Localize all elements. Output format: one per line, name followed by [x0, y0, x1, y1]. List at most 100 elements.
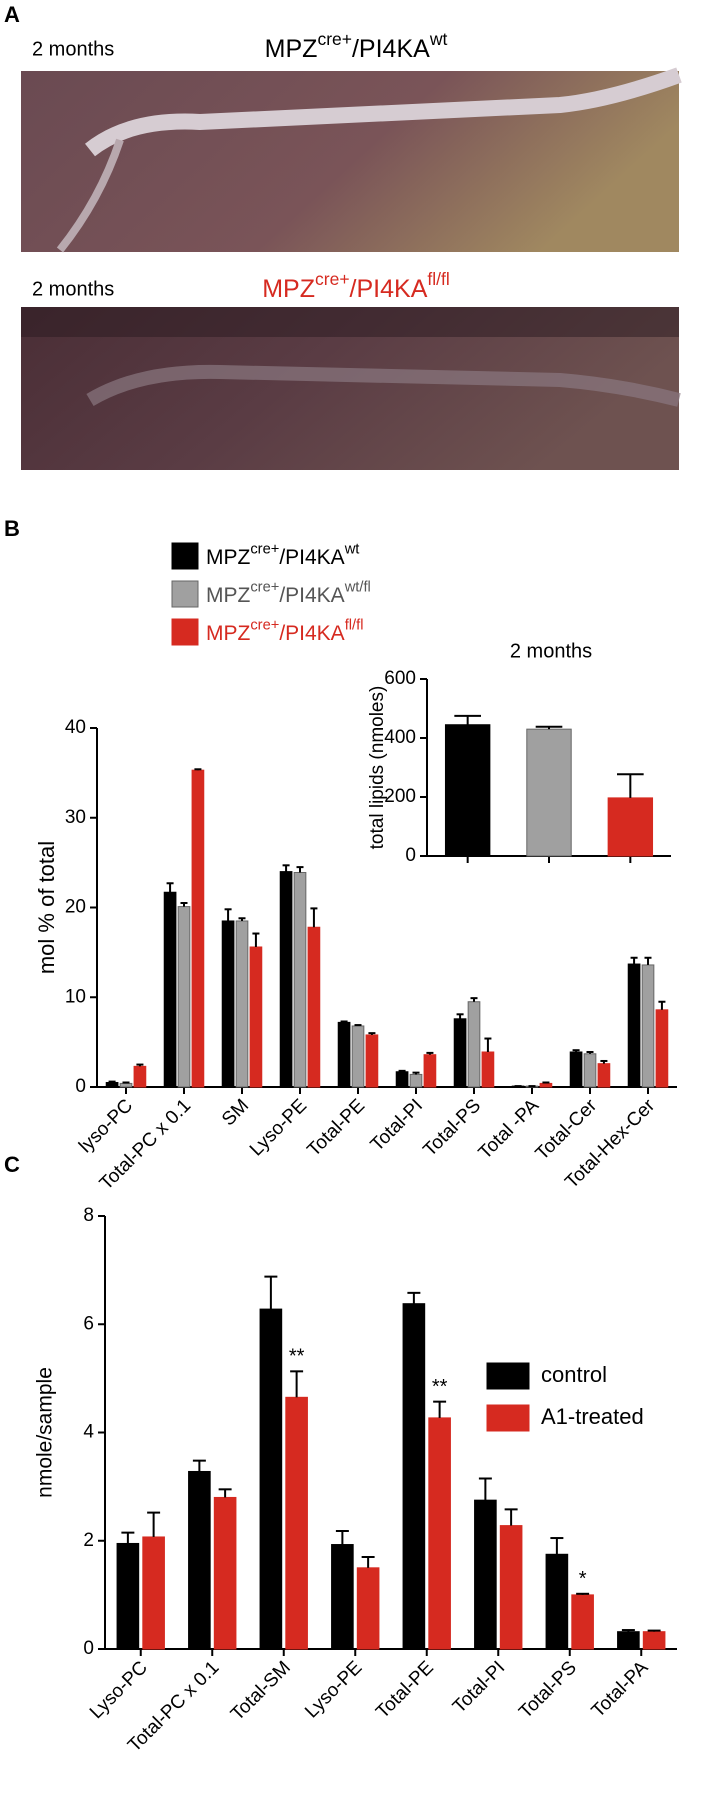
x-tick-label: Total-SM: [227, 1657, 295, 1725]
bar: [119, 1082, 133, 1088]
bar: [116, 1542, 140, 1650]
y-tick-label: 10: [65, 986, 86, 1007]
error-bar: [310, 907, 318, 928]
error-bar: [252, 932, 260, 947]
bar: [474, 1499, 497, 1650]
y-tick-label: 400: [384, 727, 416, 748]
bar: [221, 920, 235, 1088]
bar: [499, 1525, 523, 1650]
bar: [188, 1470, 211, 1650]
y-tick-label: 4: [83, 1422, 94, 1443]
error-bar: [576, 1592, 590, 1595]
y-axis-label: mol % of total: [34, 841, 59, 974]
bar: [249, 946, 263, 1088]
bar: [453, 1018, 467, 1088]
text-part: /PI4KA: [279, 546, 344, 569]
y-tick-label: 40: [65, 717, 86, 738]
y-tick-label: 200: [384, 786, 416, 807]
error-bar: [454, 714, 481, 725]
error-bar: [218, 1488, 232, 1498]
error-bar: [456, 1013, 464, 1019]
text-part: /PI4KA: [279, 622, 344, 645]
nerve-branch: [56, 138, 124, 253]
y-tick-label: 6: [83, 1313, 94, 1334]
text-part: cre+: [250, 579, 279, 595]
error-bar: [147, 1511, 161, 1537]
legend-swatch: [486, 1404, 530, 1432]
y-tick-label: 0: [75, 1076, 86, 1097]
photo-label: 2 months: [32, 38, 114, 60]
bar: [365, 1034, 379, 1088]
bar: [597, 1063, 611, 1088]
error-bar: [484, 1037, 492, 1052]
bar: [351, 1025, 365, 1088]
y-tick-label: 0: [405, 845, 416, 866]
legend-label: MPZcre+/PI4KAwt: [206, 541, 359, 568]
bar: [545, 1553, 569, 1650]
bar: [285, 1396, 308, 1650]
text-part: MPZ: [265, 35, 318, 63]
error-bar: [238, 917, 246, 921]
nerve: [85, 67, 682, 157]
text-part: cre+: [315, 269, 350, 289]
x-tick-label: Total-PA: [588, 1657, 653, 1722]
text-part: cre+: [250, 541, 279, 557]
text-part: /PI4KA: [350, 275, 428, 303]
bar: [356, 1567, 380, 1650]
error-bar: [368, 1032, 376, 1035]
bar: [607, 797, 654, 857]
text-part: MPZ: [206, 584, 251, 607]
legend-swatch: [171, 580, 199, 608]
y-axis-label: total lipids (nmoles): [367, 686, 388, 850]
error-bar: [412, 1071, 420, 1075]
nerve: [86, 364, 681, 407]
bar: [337, 1021, 351, 1088]
panel-label: C: [4, 1152, 20, 1177]
error-bar: [407, 1291, 421, 1304]
error-bar: [647, 1629, 661, 1632]
bar: [279, 871, 293, 1088]
error-bar: [340, 1020, 348, 1023]
bar: [571, 1594, 594, 1650]
error-bar: [108, 1080, 116, 1083]
legend-swatch: [486, 1362, 530, 1390]
photo-title: MPZcre+/PI4KAwt: [265, 29, 448, 63]
bar: [331, 1544, 354, 1650]
text-part: wt: [344, 541, 360, 557]
bar: [307, 926, 321, 1088]
error-bar: [433, 1400, 447, 1418]
text-part: cre+: [317, 29, 352, 49]
error-bar: [621, 1629, 635, 1632]
bar: [539, 1082, 553, 1088]
error-bar: [644, 956, 652, 965]
legend-label: MPZcre+/PI4KAfl/fl: [206, 617, 363, 644]
bar: [642, 1631, 666, 1650]
bar: [259, 1308, 283, 1650]
bar: [402, 1303, 426, 1650]
bar: [481, 1051, 495, 1088]
bar: [569, 1051, 583, 1088]
error-bar: [426, 1051, 434, 1055]
x-tick-label: Total-PI: [367, 1095, 427, 1155]
bar: [627, 963, 641, 1088]
x-tick-label: Total-PE: [372, 1657, 438, 1723]
photo-title: MPZcre+/PI4KAfl/fl: [262, 269, 450, 303]
error-bar: [398, 1069, 406, 1072]
legend-label: A1-treated: [541, 1404, 644, 1429]
bar: [526, 728, 572, 857]
significance: **: [289, 1346, 305, 1368]
chart-title: 2 months: [510, 640, 592, 662]
bar: [177, 906, 191, 1088]
error-bar: [361, 1555, 375, 1568]
error-bar: [136, 1063, 144, 1067]
x-tick-label: Total-PE: [303, 1095, 369, 1161]
significance: *: [579, 1568, 587, 1590]
bar: [467, 1001, 481, 1088]
error-bar: [600, 1059, 608, 1064]
error-bar: [192, 1459, 206, 1472]
x-tick-label: Lyso-PE: [246, 1095, 311, 1160]
y-tick-label: 20: [65, 897, 86, 918]
error-bar: [504, 1508, 518, 1526]
bar: [655, 1009, 669, 1088]
